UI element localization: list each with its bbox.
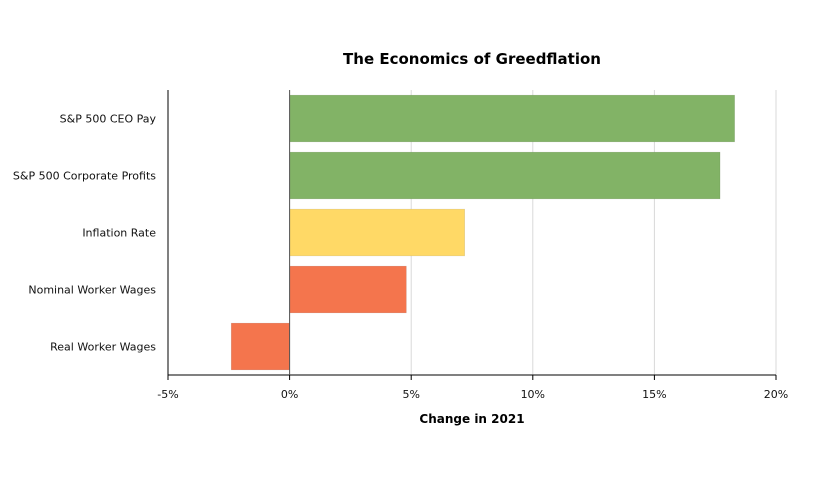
x-axis-title: Change in 2021: [419, 412, 524, 426]
category-label: Real Worker Wages: [50, 341, 156, 354]
bar: [289, 151, 721, 200]
bar: [289, 208, 466, 257]
x-tick-label: 0%: [281, 388, 298, 401]
category-label: S&P 500 Corporate Profits: [13, 170, 156, 183]
category-label: S&P 500 CEO Pay: [60, 113, 157, 126]
axes: [167, 90, 777, 380]
x-tick-label: 20%: [764, 388, 788, 401]
x-tick-label: 10%: [521, 388, 545, 401]
category-label: Inflation Rate: [82, 227, 156, 240]
x-tick-label: 15%: [642, 388, 666, 401]
category-label: Nominal Worker Wages: [28, 284, 156, 297]
bar: [289, 94, 735, 143]
chart-title: The Economics of Greedflation: [343, 50, 601, 68]
x-tick-labels: -5% 0% 5% 10% 15% 20%: [157, 388, 788, 401]
category-labels: S&P 500 CEO Pay S&P 500 Corporate Profits…: [13, 113, 157, 354]
x-tick-label: 5%: [402, 388, 419, 401]
bar: [230, 322, 290, 371]
bar: [289, 265, 407, 314]
bars: [230, 94, 735, 371]
x-tick-label: -5%: [157, 388, 178, 401]
